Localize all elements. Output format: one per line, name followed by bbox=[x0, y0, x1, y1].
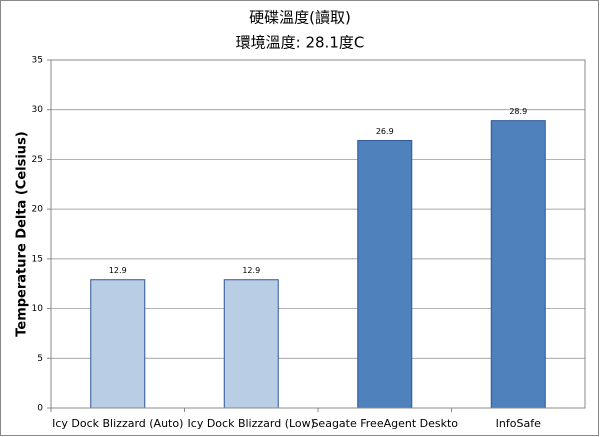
y-tick-label: 20 bbox=[32, 205, 44, 215]
y-tick-label: 30 bbox=[32, 105, 44, 115]
bar bbox=[223, 279, 279, 409]
y-tick-label: 0 bbox=[37, 404, 43, 414]
y-tick-label: 10 bbox=[32, 304, 44, 314]
x-tick-label: Icy Dock Blizzard (Auto) bbox=[52, 417, 183, 430]
bar bbox=[490, 120, 546, 409]
x-tick-label: Icy Dock Blizzard (Low) bbox=[188, 417, 315, 430]
y-axis-label: Temperature Delta (Celsius) bbox=[15, 131, 30, 337]
data-label: 12.9 bbox=[242, 266, 260, 275]
y-tick-label: 15 bbox=[32, 254, 43, 264]
chart-title: 硬碟溫度(讀取) bbox=[249, 9, 351, 27]
data-label: 26.9 bbox=[376, 127, 394, 136]
bar bbox=[357, 140, 413, 409]
x-tick-label: InfoSafe bbox=[496, 417, 541, 430]
data-label: 28.9 bbox=[509, 107, 527, 116]
y-tick-label: 25 bbox=[32, 155, 43, 165]
bar bbox=[90, 279, 146, 409]
y-tick-label: 5 bbox=[37, 354, 43, 364]
x-tick-label: Seagate FreeAgent Deskto bbox=[311, 417, 458, 430]
data-label: 12.9 bbox=[109, 266, 127, 275]
y-tick-label: 35 bbox=[32, 56, 43, 66]
chart-subtitle: 環境溫度: 28.1度C bbox=[236, 34, 365, 52]
